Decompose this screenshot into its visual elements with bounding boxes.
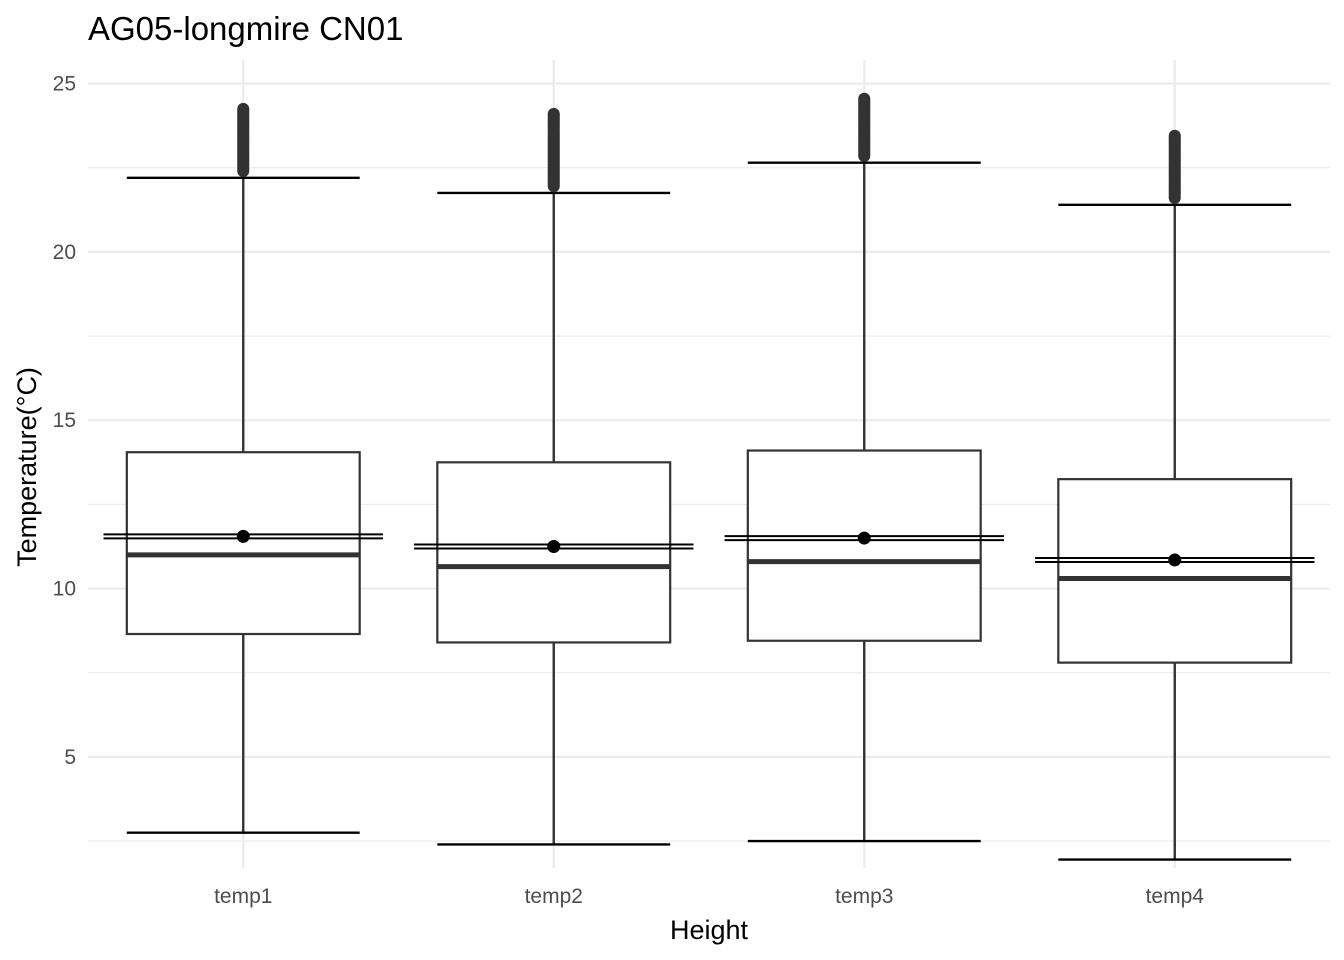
y-axis-title: Temperature(°C) [12,367,42,567]
box-iqr [125,451,361,636]
mean-point [857,531,871,545]
x-tick-label: temp4 [1146,885,1205,908]
outlier-point [547,107,560,120]
y-tick-labels: 5 10 15 20 25 [53,73,76,769]
outlier-point [1168,129,1181,142]
chart-title: AG05-longmire CN01 [88,10,403,47]
mean-point [236,529,250,543]
outlier-point [237,102,250,115]
x-tick-label: temp1 [214,885,272,908]
x-tick-labels: temp1 temp2 temp3 temp4 [214,885,1204,908]
mean-point [547,539,561,553]
boxplots [103,92,1315,861]
y-tick-label: 15 [53,409,76,432]
y-tick-label: 5 [64,746,76,769]
y-tick-label: 10 [53,578,76,601]
y-tick-label: 20 [53,241,76,264]
y-tick-label: 25 [53,73,76,96]
boxplot-temp1 [103,102,383,834]
boxplot-temp2 [414,107,694,846]
x-tick-label: temp2 [525,885,583,908]
x-axis-title: Height [670,915,749,945]
boxplot-temp4 [1035,129,1315,861]
mean-point [1168,553,1182,567]
box-iqr [746,449,982,642]
x-tick-label: temp3 [835,885,893,908]
outlier-point [858,92,871,105]
boxplot-temp3 [724,92,1004,843]
box-iqr [1057,478,1293,664]
